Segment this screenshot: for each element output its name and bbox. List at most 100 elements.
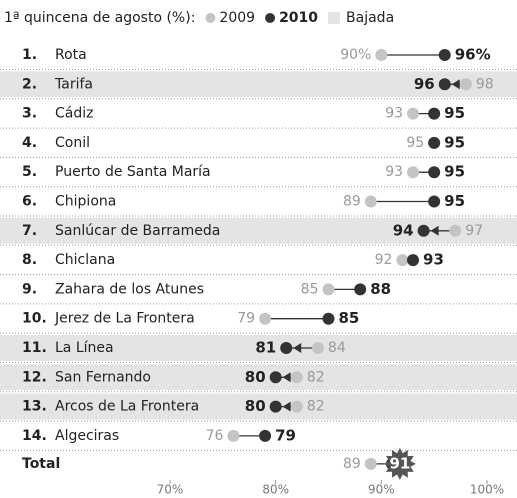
rank: 5. [22, 164, 37, 180]
value-label-2009: 95 [406, 135, 424, 151]
category-label: La Línea [55, 340, 114, 356]
value-label-2009: 82 [307, 369, 325, 385]
dot-2010 [354, 283, 367, 296]
dot-2009 [259, 312, 272, 325]
legend-marker [328, 12, 341, 24]
category-label: Rota [55, 47, 87, 63]
rank: 9. [22, 281, 37, 297]
rank: 1. [22, 47, 37, 63]
value-label-2009: 85 [301, 281, 319, 297]
category-label: Sanlúcar de Barrameda [55, 223, 220, 239]
rank: 6. [22, 194, 37, 210]
arrow-head [282, 372, 291, 383]
dot-2010 [438, 78, 451, 91]
value-label-2009: 84 [328, 340, 346, 356]
rank: 7. [22, 223, 37, 239]
dot-2009 [311, 342, 324, 354]
dot-2010 [428, 195, 441, 208]
category-label: Total [22, 456, 60, 472]
value-label-2009: 93 [385, 106, 403, 122]
rank: 11. [22, 340, 47, 356]
category-label: Chiclana [55, 252, 115, 268]
category-label: Algeciras [55, 428, 119, 444]
category-label: San Fernando [55, 369, 151, 385]
rank: 3. [22, 106, 37, 122]
arrow-head [430, 225, 439, 236]
dot-2010 [438, 49, 451, 61]
dot-2009 [290, 400, 303, 413]
dot-2010 [417, 224, 430, 237]
rank: 10. [22, 311, 47, 327]
arrow-head [282, 401, 291, 412]
legend-label: Bajada [346, 10, 394, 26]
value-label-2009: 92 [375, 252, 393, 268]
arrow-head [293, 343, 302, 353]
category-label: Chipiona [55, 194, 116, 210]
dot-2009 [290, 371, 303, 384]
value-label-2009: 89 [343, 194, 361, 210]
category-label: Arcos de La Frontera [55, 399, 199, 415]
dot-2009 [364, 457, 377, 470]
value-label-2009: 89 [343, 456, 361, 472]
value-label-2010: 88 [370, 280, 391, 298]
dot-2010 [280, 342, 293, 354]
value-label-2010: 95 [444, 104, 465, 122]
legend-marker [265, 13, 276, 23]
value-label-2009: 98 [476, 76, 494, 92]
x-tick-label: 80% [262, 483, 289, 497]
x-tick-label: 100% [470, 483, 504, 497]
rank: 8. [22, 252, 37, 268]
value-label-2010: 93 [423, 251, 444, 269]
category-label: Cádiz [55, 106, 93, 122]
dot-2009 [407, 166, 420, 179]
value-label-2010: 80 [245, 397, 266, 415]
dot-2009 [449, 224, 462, 237]
value-label-2009: 82 [307, 399, 325, 415]
dot-2010 [269, 371, 282, 384]
value-label-2010: 94 [393, 221, 414, 239]
value-label-2010: 85 [339, 309, 360, 327]
legend-marker [205, 13, 216, 23]
category-label: Conil [55, 135, 90, 151]
category-label: Tarifa [54, 76, 93, 92]
value-label-2010: 96% [455, 46, 491, 64]
rank: 13. [22, 399, 47, 415]
decrease-band [0, 364, 517, 391]
legend-label: 2009 [219, 10, 255, 26]
dot-2010 [259, 429, 272, 442]
x-tick-label: 90% [368, 483, 395, 497]
value-label-2009: 93 [385, 164, 403, 180]
value-label-2010: 96 [414, 75, 435, 93]
value-label-2010: 81 [255, 339, 276, 357]
rank: 12. [22, 369, 47, 385]
category-label: Zahara de los Atunes [55, 281, 204, 297]
legend-label: 2010 [279, 10, 318, 26]
value-label-2010: 91 [389, 454, 410, 472]
dot-2009 [375, 49, 388, 61]
total-star [383, 447, 416, 480]
arrow-head [451, 79, 460, 90]
value-label-2010: 95 [444, 163, 465, 181]
chart-title: 1ª quincena de agosto (%): [4, 10, 195, 26]
decrease-band [0, 393, 517, 420]
category-label: Puerto de Santa María [55, 164, 211, 180]
value-label-2009: 90% [340, 47, 371, 63]
dot-2010 [428, 136, 441, 149]
dot-2010 [322, 312, 335, 325]
value-label-2009: 97 [465, 223, 483, 239]
rank: 4. [22, 135, 37, 151]
dot-2009 [459, 78, 472, 91]
dot-2010 [269, 400, 282, 413]
value-label-2009: 79 [237, 311, 255, 327]
rank: 2. [22, 76, 37, 92]
dot-2009 [364, 195, 377, 208]
value-label-2010: 95 [444, 133, 465, 151]
x-tick-label: 70% [157, 483, 184, 497]
value-label-2009: 76 [206, 428, 224, 444]
dot-2009 [322, 283, 335, 296]
value-label-2010: 79 [275, 426, 296, 444]
category-label: Jerez de La Frontera [54, 311, 195, 327]
dot-2010 [428, 107, 441, 120]
dot-2009 [396, 254, 409, 267]
